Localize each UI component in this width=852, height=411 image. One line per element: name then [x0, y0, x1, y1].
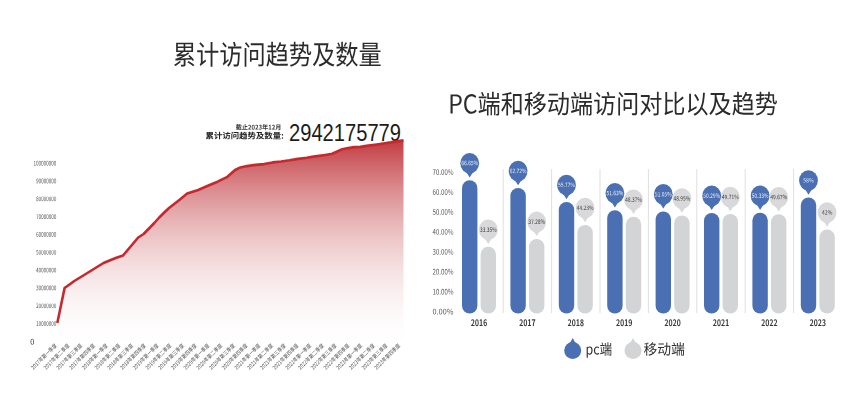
- svg-text:2942175779: 2942175779: [289, 119, 401, 146]
